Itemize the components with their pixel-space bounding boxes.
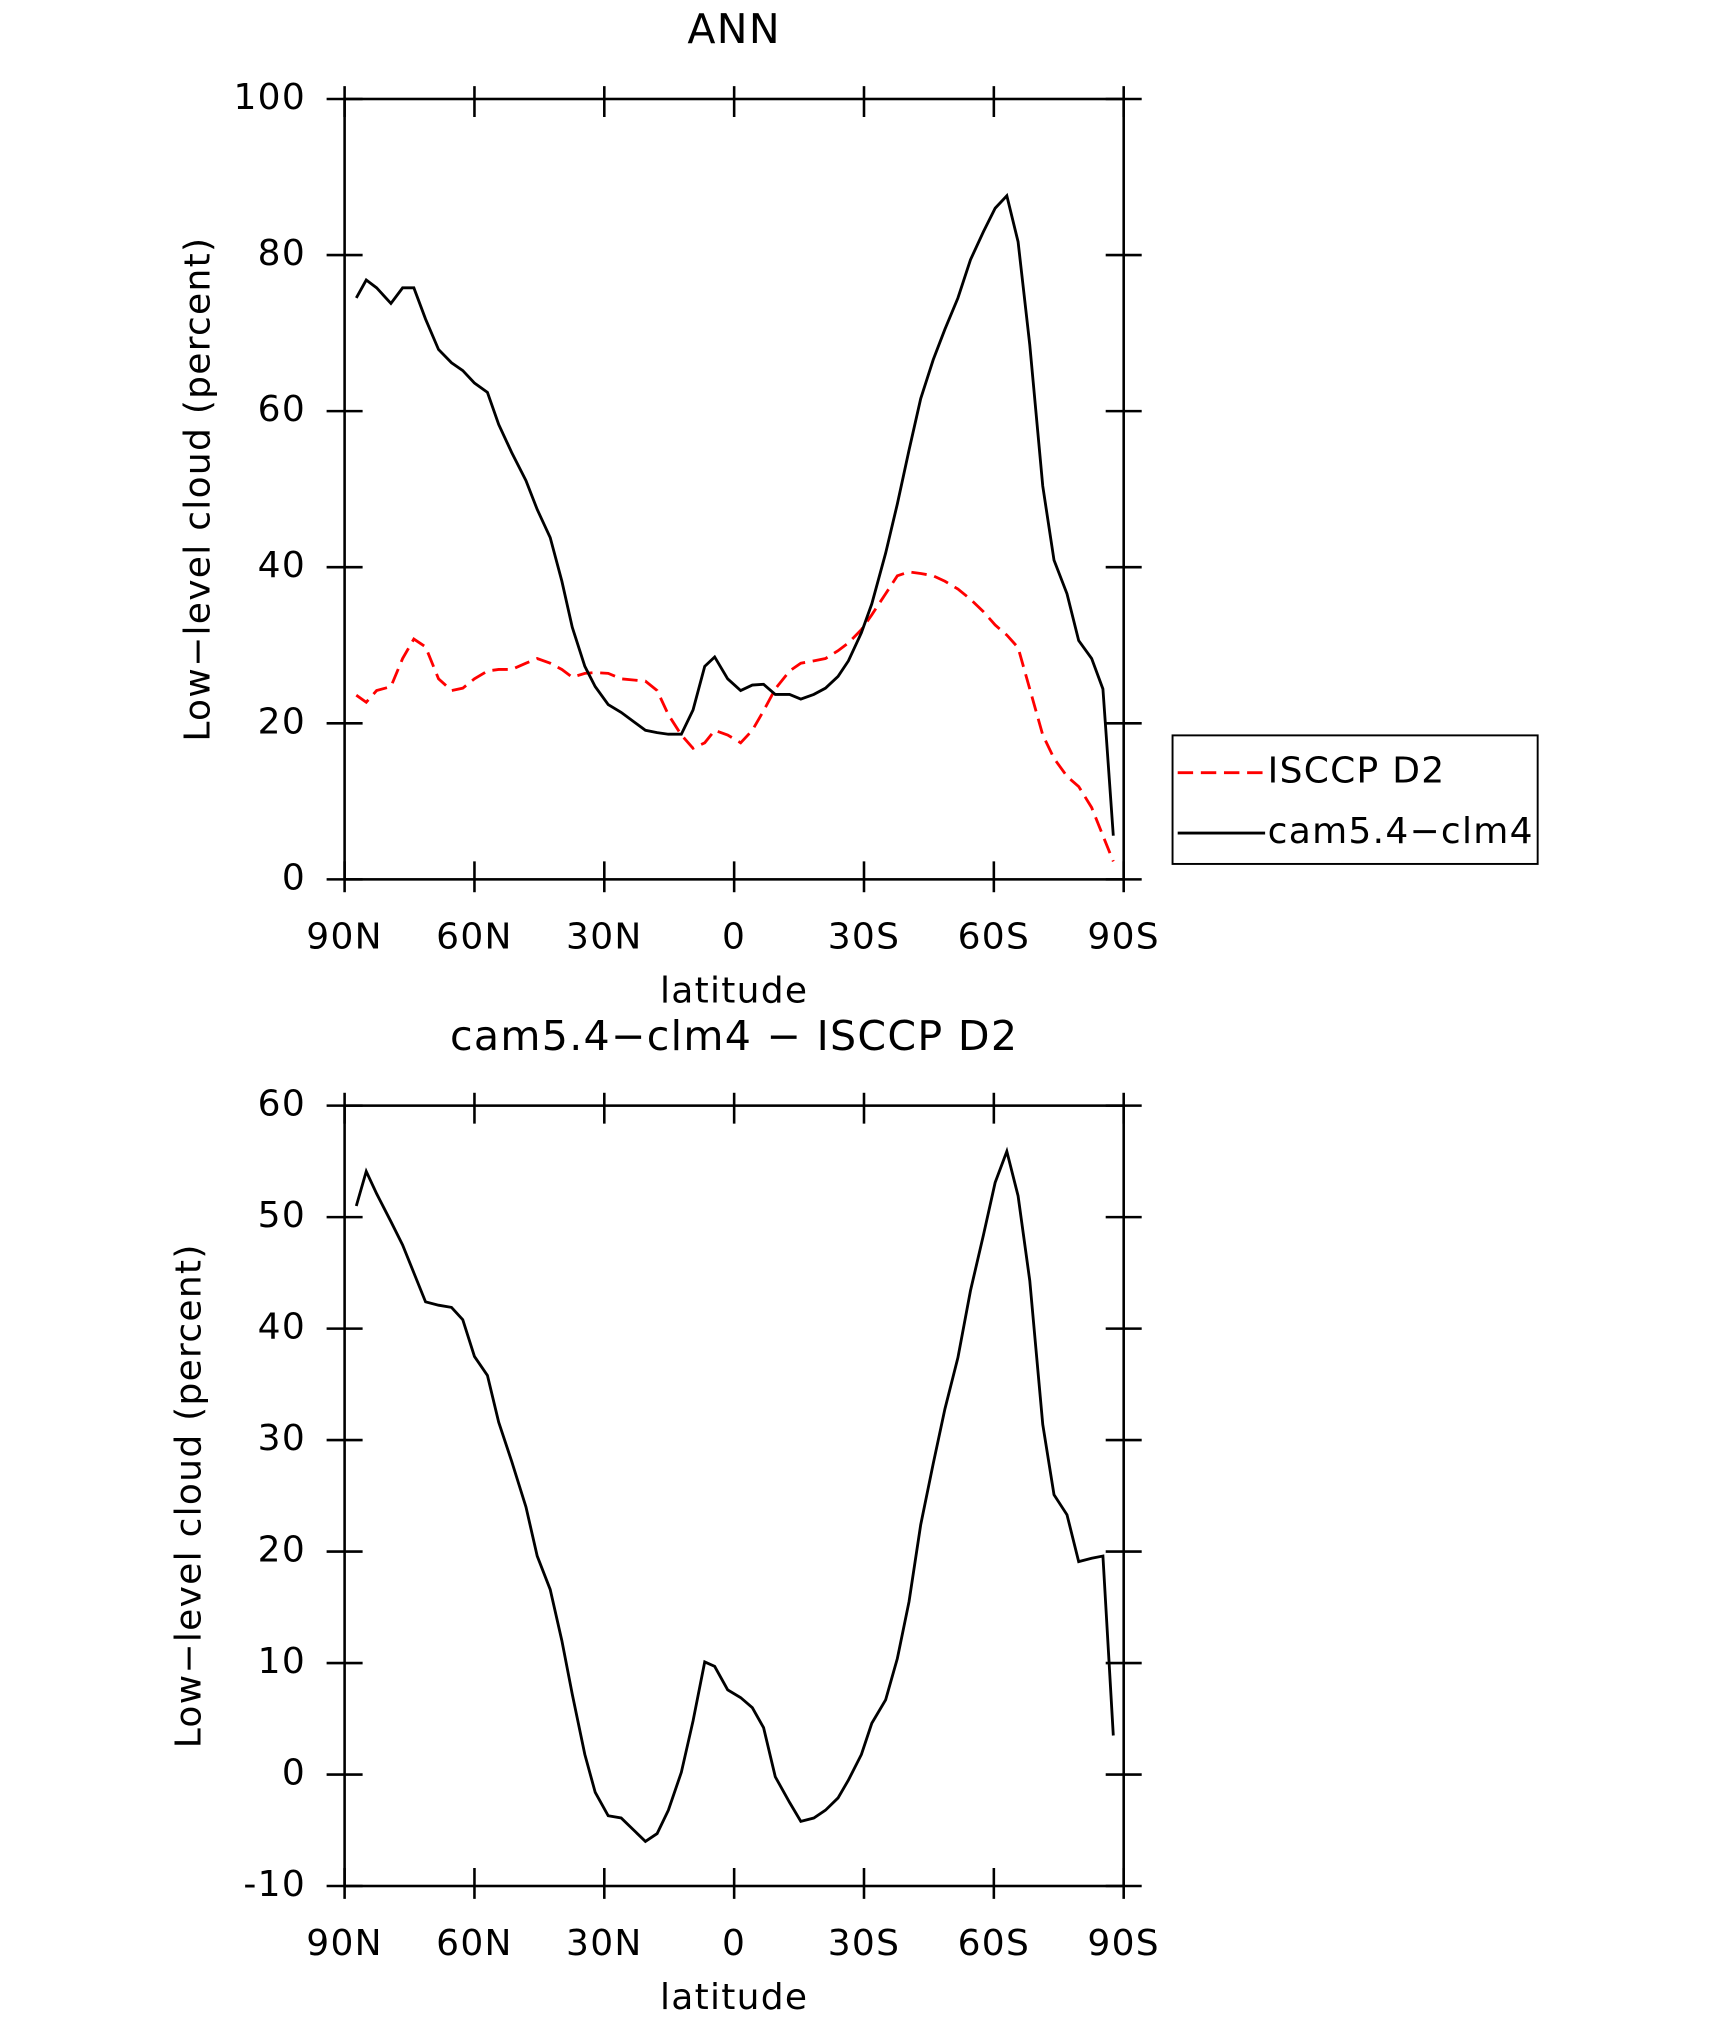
x-tick-label: 0 <box>722 1923 746 1964</box>
data-line <box>355 192 1115 836</box>
y-tick-label: 30 <box>258 1418 306 1459</box>
x-tick-label: 60S <box>958 917 1031 958</box>
y-tick-label: 0 <box>282 1753 306 1794</box>
plot-frame <box>343 97 1125 881</box>
y-axis-label: Low−level cloud (percent) <box>168 1243 209 1748</box>
x-tick-label: 90N <box>306 917 383 958</box>
y-tick-label: 60 <box>258 1084 306 1125</box>
y-tick-label: -10 <box>243 1864 306 1905</box>
plot-frame <box>343 1104 1125 1888</box>
y-tick-label: 40 <box>258 545 306 586</box>
x-tick-label: 0 <box>722 917 746 958</box>
x-tick-label: 30N <box>566 917 643 958</box>
y-tick-label: 50 <box>258 1195 306 1236</box>
x-tick-label: 90S <box>1087 1923 1160 1964</box>
x-axis-label: latitude <box>660 971 808 1012</box>
x-tick-label: 30S <box>828 1923 901 1964</box>
y-tick-label: 100 <box>233 77 306 118</box>
legend-label: ISCCP D2 <box>1268 751 1446 792</box>
y-tick-label: 80 <box>258 233 306 274</box>
x-tick-label: 90S <box>1087 917 1160 958</box>
data-line <box>354 1146 1115 1844</box>
chart-title: cam5.4−clm4 − ISCCP D2 <box>450 1012 1018 1060</box>
y-tick-label: 20 <box>258 701 306 742</box>
y-tick-label: 10 <box>258 1641 306 1682</box>
x-tick-label: 90N <box>306 1923 383 1964</box>
y-tick-label: 60 <box>258 389 306 430</box>
chart-title: ANN <box>687 5 781 53</box>
x-tick-label: 60S <box>958 1923 1031 1964</box>
y-axis-label: Low−level cloud (percent) <box>177 237 218 742</box>
legend-box <box>1171 734 1539 865</box>
x-tick-label: 30N <box>566 1923 643 1964</box>
x-tick-label: 60N <box>436 1923 513 1964</box>
legend-label: cam5.4−clm4 <box>1268 811 1534 852</box>
x-tick-label: 30S <box>828 917 901 958</box>
data-line <box>355 570 1115 862</box>
y-tick-label: 40 <box>258 1307 306 1348</box>
x-axis-label: latitude <box>660 1977 808 2018</box>
x-tick-label: 60N <box>436 917 513 958</box>
y-tick-label: 0 <box>282 857 306 898</box>
y-tick-label: 20 <box>258 1530 306 1571</box>
